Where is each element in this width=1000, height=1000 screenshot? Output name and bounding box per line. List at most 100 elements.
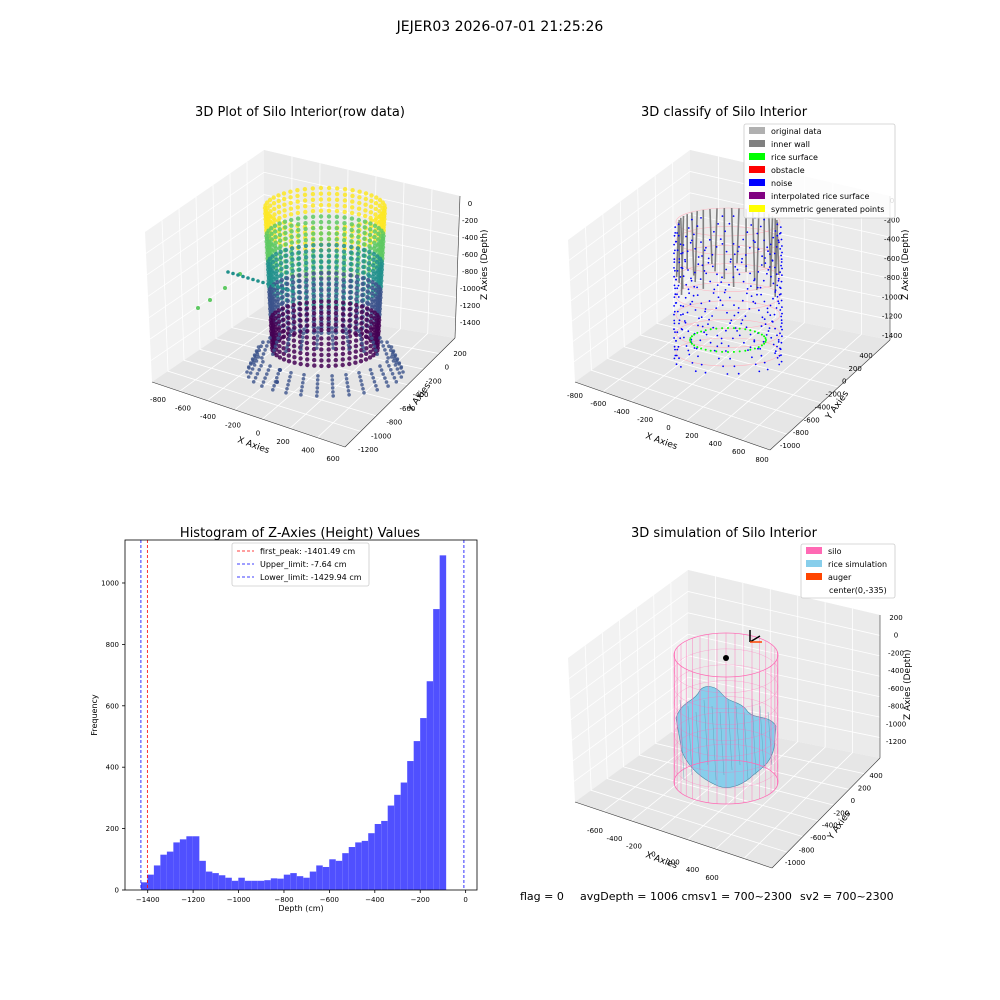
scatter-point	[326, 271, 331, 276]
x-tick-label: −200	[411, 896, 430, 904]
scatter-point	[311, 341, 317, 346]
inner-wall-points	[694, 211, 698, 283]
scatter-point	[318, 191, 324, 196]
noise-point	[778, 363, 781, 366]
scatter-point	[286, 359, 292, 364]
scatter-point	[379, 340, 384, 344]
scatter-point	[333, 352, 339, 357]
grid-line	[571, 235, 891, 322]
scatter-point	[326, 242, 332, 247]
histogram-lines	[140, 540, 465, 890]
noise-point	[693, 347, 696, 349]
rice-surface-point	[689, 337, 692, 340]
scatter-point	[295, 188, 300, 193]
noise-point	[756, 232, 759, 235]
scatter-point	[383, 376, 387, 380]
noise-point	[709, 280, 712, 283]
scatter-point	[288, 333, 292, 338]
noise-point	[673, 310, 676, 313]
noise-point	[780, 280, 783, 283]
noise-point	[771, 320, 773, 323]
noise-point	[673, 345, 676, 348]
scatter-point	[283, 242, 288, 247]
noise-point	[673, 258, 676, 261]
noise-point	[719, 238, 722, 241]
scatter-point	[346, 343, 351, 348]
scatter-point	[318, 197, 324, 202]
scatter-point	[291, 308, 297, 313]
scatter-point	[278, 238, 283, 243]
scatter-point	[276, 313, 282, 319]
scatter-point	[289, 329, 293, 334]
scatter-point	[311, 254, 316, 259]
noise-point	[693, 233, 695, 236]
scatter-point	[341, 266, 346, 271]
noise-point	[746, 292, 748, 295]
noise-point	[713, 349, 716, 352]
scatter-point	[301, 381, 305, 385]
scatter-point	[311, 311, 317, 316]
noise-point	[724, 230, 726, 233]
noise-point	[776, 357, 779, 359]
x-tick-label: 0	[256, 430, 260, 438]
scatter-point	[310, 220, 316, 225]
scatter-point	[304, 260, 309, 266]
y-tick-label: 400	[859, 352, 872, 360]
histogram-xlabel: Depth (cm)	[278, 904, 323, 913]
scatter-point	[341, 255, 347, 260]
rice-mesh-line	[727, 699, 733, 771]
histogram-bar	[309, 871, 317, 890]
scatter-point	[298, 312, 303, 318]
grid-line	[317, 189, 433, 439]
noise-point	[716, 334, 719, 337]
scatter-point	[326, 202, 332, 208]
scatter-point	[364, 323, 369, 328]
noise-point	[752, 300, 755, 303]
noise-point	[711, 315, 713, 317]
scatter-point	[386, 384, 390, 388]
noise-point	[681, 328, 684, 331]
scatter-point	[286, 341, 290, 346]
scatter-point	[340, 340, 346, 346]
scatter-point	[319, 305, 324, 310]
inner-wall-points	[774, 221, 779, 286]
scatter-point	[387, 364, 391, 368]
orientation-arrow	[749, 635, 761, 643]
scatter-point	[315, 390, 319, 394]
scatter-point	[326, 305, 331, 310]
scatter-point	[369, 302, 374, 307]
scatter-point	[334, 214, 340, 219]
noise-point	[725, 329, 727, 332]
scatter-point	[372, 380, 377, 384]
noise-point	[781, 267, 783, 270]
noise-point	[684, 321, 687, 324]
scatter-point	[342, 221, 347, 226]
noise-point	[721, 215, 724, 218]
x-tick-label: −1000	[227, 896, 251, 904]
noise-point	[757, 271, 760, 273]
y-tick-label: 200	[453, 350, 466, 358]
scatter-point	[260, 356, 264, 360]
rice-surface-point	[760, 333, 763, 336]
scatter-point	[360, 298, 365, 304]
scatter-point	[318, 225, 324, 230]
scatter-point	[284, 391, 288, 395]
scatter-point	[355, 240, 361, 245]
z-tick-label: -800	[462, 268, 478, 276]
noise-point	[733, 253, 736, 256]
noise-point	[732, 215, 735, 218]
scatter-point	[326, 208, 332, 213]
scatter-point	[298, 350, 303, 356]
histogram-bar	[426, 681, 434, 890]
rice-mesh-line	[719, 711, 725, 776]
scatter-point	[367, 232, 373, 238]
noise-point	[749, 346, 752, 349]
scatter-point	[297, 284, 302, 289]
x-tick-label: 200	[685, 432, 698, 440]
scatter-point	[318, 202, 324, 208]
noise-point	[674, 232, 677, 234]
noise-point	[781, 306, 783, 308]
scatter-point	[271, 201, 277, 206]
noise-point	[733, 365, 736, 368]
